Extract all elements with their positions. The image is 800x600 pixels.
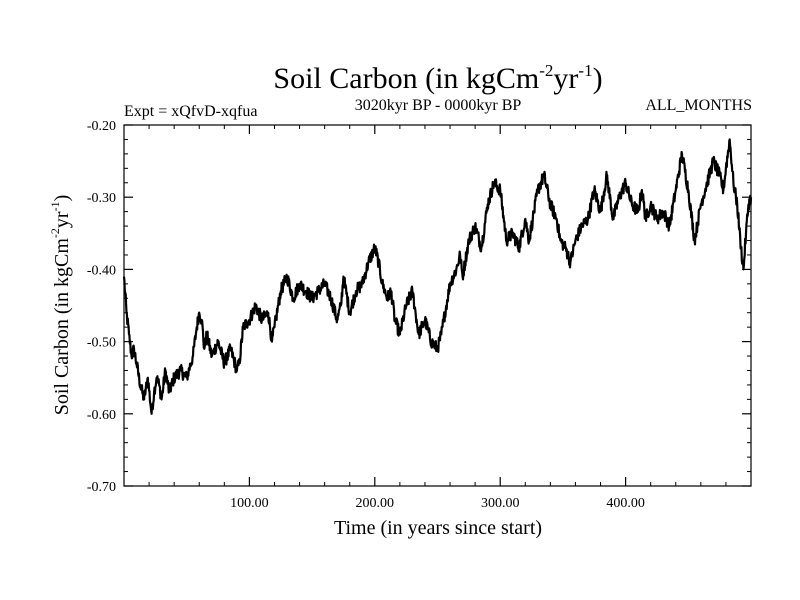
y-axis-label-sup1: -2 [48,228,62,238]
x-axis-ticks: 100.00 200.00 300.00 400.00 [148,125,727,511]
y-tick-label: -0.50 [87,336,116,351]
time-range-label: 3020kyr BP - 0000kyr BP [355,97,522,114]
chart-title-main: Soil Carbon (in kgCm [273,62,539,95]
soil-carbon-line [122,138,753,415]
chart-title-sup2: -1 [578,61,592,80]
y-axis-ticks: -0.70 -0.60 -0.50 -0.40 -0.30 -0.20 [87,119,751,495]
y-axis-label-main: Soil Carbon (in kgCm [51,238,73,416]
y-tick-label: -0.70 [87,480,116,495]
x-axis-label: Time (in years since start) [334,517,542,539]
y-tick-label: -0.30 [87,191,116,206]
y-tick-label: -0.20 [87,119,116,134]
plot-frame [123,124,752,487]
chart-title-sup1: -2 [539,61,553,80]
y-axis-label-mid: yr [51,211,73,228]
y-tick-label: -0.60 [87,408,116,423]
x-tick-label: 200.00 [356,496,395,511]
y-tick-label: -0.40 [87,263,116,278]
chart-title-mid: yr [553,62,578,95]
y-axis-label-sup2: -1 [48,201,62,211]
chart-title: Soil Carbon (in kgCm-2yr-1) [273,61,602,95]
x-tick-label: 400.00 [606,496,645,511]
x-tick-label: 300.00 [481,496,520,511]
experiment-label: Expt = xQfvD-xqfua [124,103,257,120]
months-label: ALL_MONTHS [645,97,752,114]
x-tick-label: 100.00 [230,496,269,511]
y-axis-label: Soil Carbon (in kgCm-2yr-1) [48,195,73,416]
y-axis-label-end: ) [51,195,73,202]
chart-title-end: ) [593,62,603,95]
